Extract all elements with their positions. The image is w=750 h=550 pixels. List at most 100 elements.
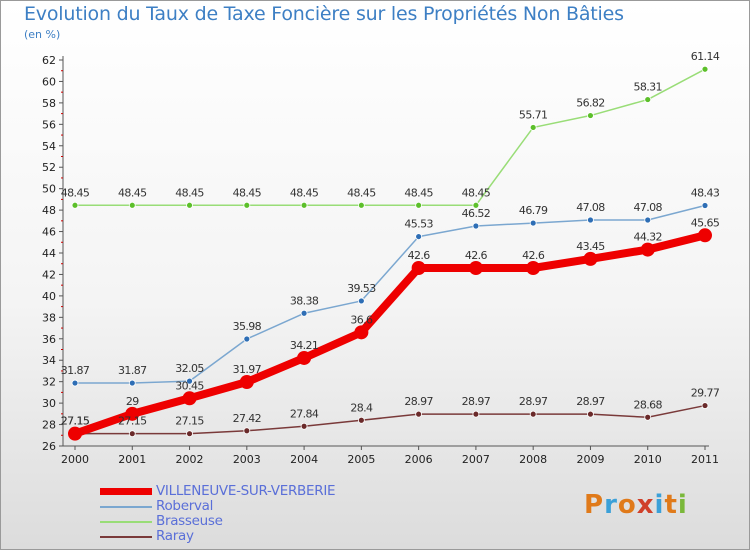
data-point [411,261,426,276]
logo-letter: i [654,490,665,520]
legend-label: VILLENEUVE-SUR-VERBERIE [156,483,336,499]
data-label: 48.45 [233,186,262,199]
data-point [587,216,594,224]
data-label: 42.6 [465,249,488,262]
data-point [529,219,537,227]
data-point [71,201,79,209]
x-tick-label: 2008 [519,453,547,466]
data-label: 34.21 [290,339,319,352]
data-point [640,242,655,257]
data-point [644,216,652,224]
data-point [583,251,598,266]
data-point [472,201,480,209]
x-tick-label: 2002 [176,453,204,466]
y-tick-label: 28 [42,419,56,432]
data-label: 44.32 [633,231,662,244]
y-tick-label: 50 [42,183,56,196]
data-label: 56.82 [576,97,605,110]
data-point [472,410,480,418]
data-label: 48.45 [175,186,204,199]
data-label: 45.53 [404,218,433,231]
data-point [182,391,197,406]
data-point [472,222,480,230]
logo-letter: r [604,490,618,520]
legend-label: Roberval [156,498,214,514]
y-tick-label: 42 [42,268,56,281]
data-point [698,228,712,243]
data-label: 32.05 [175,362,204,375]
legend-label: Raray [156,528,194,544]
data-label: 29 [126,395,139,408]
data-point [415,233,423,240]
y-tick-label: 52 [42,161,56,174]
data-label: 28.97 [462,395,491,408]
data-label: 48.45 [61,186,90,199]
data-label: 46.79 [519,204,548,217]
data-point [415,201,423,209]
data-label: 38.38 [290,294,319,307]
legend-swatch [100,488,152,495]
data-point [300,309,308,317]
data-label: 27.15 [61,415,90,428]
data-point [297,350,312,365]
data-label: 42.6 [408,249,431,262]
data-label: 39.53 [347,282,376,295]
data-label: 55.71 [519,108,548,121]
data-label: 28.97 [404,395,433,408]
data-point [71,379,79,387]
data-point [587,410,594,418]
data-label: 42.6 [522,249,545,262]
data-label: 28.68 [633,398,662,411]
data-label: 58.31 [633,81,662,94]
data-label: 61.14 [691,50,720,63]
data-point [701,402,709,409]
y-tick-label: 38 [42,311,56,324]
data-label: 31.87 [118,364,147,377]
data-point [300,422,308,430]
y-tick-label: 56 [42,118,56,131]
data-point [128,379,136,387]
data-label: 31.97 [233,363,262,376]
data-label: 28.97 [576,395,605,408]
data-label: 36.6 [350,313,373,326]
data-point [125,406,140,421]
data-label: 27.15 [175,415,204,428]
data-point [587,112,594,119]
y-tick-label: 46 [42,226,56,239]
data-label: 27.84 [290,407,319,420]
data-point [186,430,193,438]
legend-label: Brasseuse [156,513,223,529]
data-point [526,261,541,276]
y-tick-label: 58 [42,97,56,110]
data-label: 27.15 [61,415,90,428]
data-point [701,202,709,209]
data-point [357,201,365,209]
data-point [529,124,537,131]
data-label: 48.45 [462,186,491,199]
logo-letter: P [584,490,605,520]
data-point [415,410,423,418]
logo-letter: t [664,490,678,520]
data-point [468,261,483,276]
data-point [186,377,193,385]
data-label: 43.45 [576,240,605,253]
data-label: 48.43 [691,187,720,200]
data-point [243,201,251,209]
x-tick-label: 2009 [576,453,604,466]
data-label: 48.45 [404,186,433,199]
data-point [354,325,369,340]
x-tick-label: 2001 [118,453,146,466]
data-label: 45.65 [691,216,720,229]
data-point [644,96,652,103]
data-point [128,201,136,209]
series-line [75,404,706,435]
data-label: 27.42 [233,412,262,425]
y-tick-label: 32 [42,376,56,389]
y-tick-label: 36 [42,333,56,346]
y-tick-label: 48 [42,204,56,217]
data-label: 28.97 [519,395,548,408]
data-label: 47.08 [576,201,605,214]
data-label: 27.15 [118,415,147,428]
data-point [357,416,365,424]
